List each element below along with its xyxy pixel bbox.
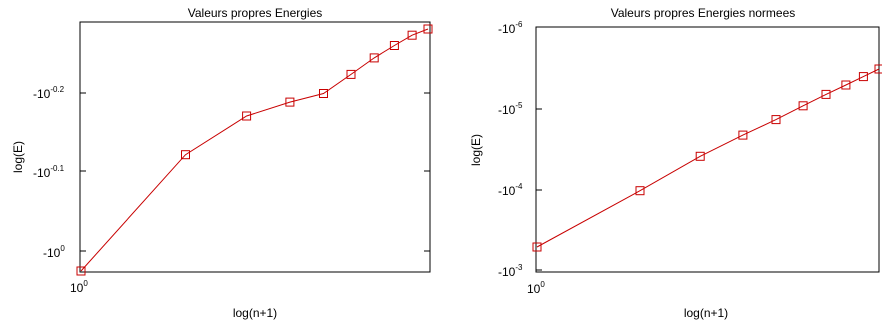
plot-frame: [535, 26, 880, 273]
data-point-marker: [841, 80, 851, 90]
data-point-marker: [874, 64, 882, 74]
series-right: [532, 64, 882, 252]
data-point-marker: [858, 72, 868, 82]
data-point-marker: [389, 41, 399, 50]
data-point-marker: [798, 101, 808, 111]
data-point-marker: [771, 115, 781, 125]
y-tick-label: -10-0.2: [33, 85, 65, 101]
data-point-marker: [407, 30, 417, 40]
x-tick-label: 100: [527, 280, 545, 296]
y-tick-label: -10-5: [498, 101, 523, 117]
y-tick-label: -10-6: [498, 20, 523, 36]
series-line: [536, 68, 880, 248]
y-axis-label: log(E): [11, 141, 25, 173]
chart-title: Valeurs propres Energies: [188, 6, 323, 20]
data-point-marker: [821, 89, 831, 99]
chart-left: Valeurs propres Energies -10-0.2 -10-0.1…: [11, 6, 433, 320]
data-point-marker: [181, 150, 190, 160]
data-point-marker: [369, 53, 379, 63]
data-point-marker: [695, 151, 705, 161]
y-tick-label: -100: [43, 244, 65, 260]
series-line: [80, 28, 429, 272]
data-point-marker: [76, 266, 86, 276]
y-tick-label: -10-0.1: [33, 164, 65, 180]
y-tick-label: -10-3: [498, 263, 523, 279]
y-tick-label: -10-4: [498, 182, 523, 198]
data-point-marker: [635, 186, 645, 196]
plot-frame: [79, 21, 431, 273]
x-axis-label: log(n+1): [233, 306, 277, 320]
data-point-marker: [738, 130, 748, 140]
data-point-marker: [242, 111, 252, 121]
x-tick-label: 100: [70, 279, 88, 295]
data-point-marker: [532, 242, 542, 252]
data-point-marker: [423, 24, 433, 34]
x-axis-label: log(n+1): [684, 306, 728, 320]
series-left: [76, 24, 433, 276]
data-point-marker: [319, 89, 328, 98]
chart-right: Valeurs propres Energies normees -10-6 -…: [469, 6, 882, 320]
y-axis-label: log(E): [469, 134, 483, 166]
data-point-marker: [285, 97, 295, 107]
data-point-marker: [346, 69, 356, 79]
chart-title: Valeurs propres Energies normees: [611, 6, 796, 20]
